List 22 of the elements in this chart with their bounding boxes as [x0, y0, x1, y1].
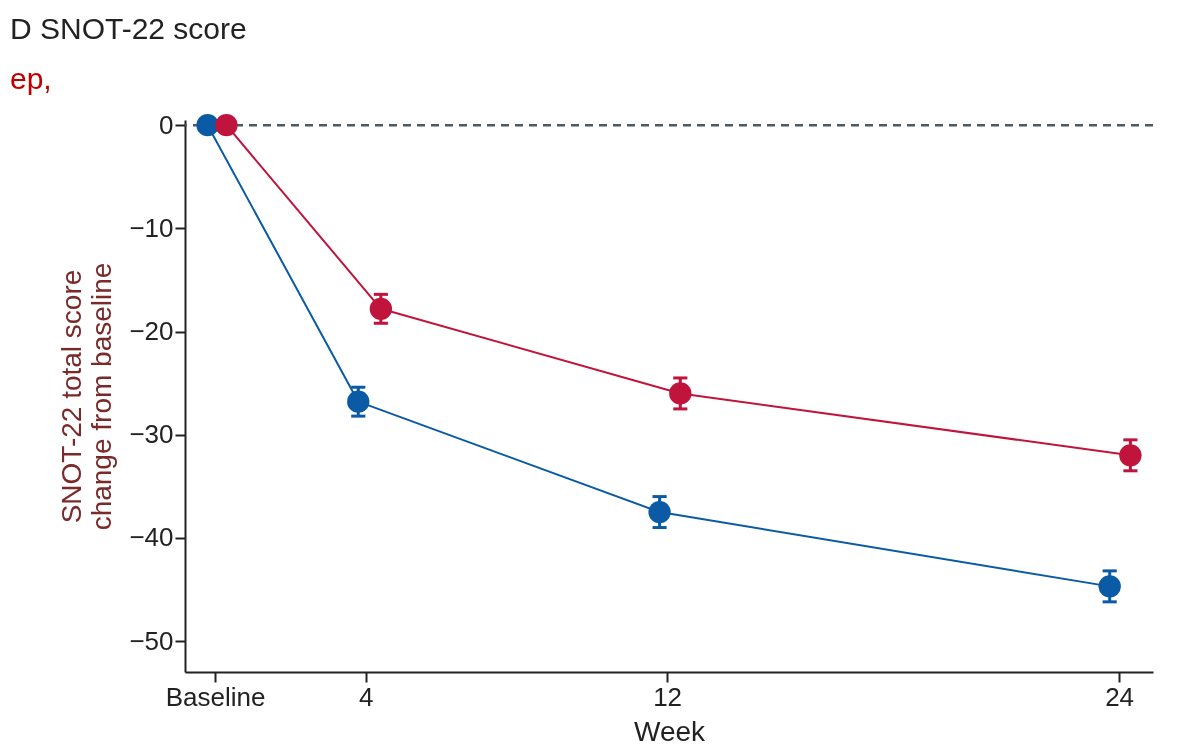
point [196, 114, 219, 137]
text: ep, [10, 62, 52, 95]
x-tick-label: 4 [359, 681, 374, 712]
point [347, 390, 370, 413]
chart-title: D SNOT-22 score [10, 12, 247, 45]
point [1119, 444, 1142, 467]
y-tick-label: −40 [129, 522, 174, 553]
y-tick-label: 0 [159, 109, 174, 140]
y-axis-title: SNOT-22 total score change from baseline [56, 262, 118, 531]
x-tick-label: 24 [1105, 681, 1135, 712]
y-tick-label: −30 [129, 419, 174, 450]
x-tick-label: 12 [653, 681, 683, 712]
point [369, 297, 393, 320]
y-tick-label: −50 [129, 625, 174, 656]
x-axis-title: Week [633, 715, 707, 747]
y-tick-label: −10 [129, 212, 174, 243]
y-tick-label: −20 [129, 316, 174, 347]
x-tick-label: Baseline [165, 681, 266, 712]
point [1098, 575, 1121, 598]
point [215, 114, 238, 137]
point [648, 500, 671, 524]
point [669, 382, 692, 405]
